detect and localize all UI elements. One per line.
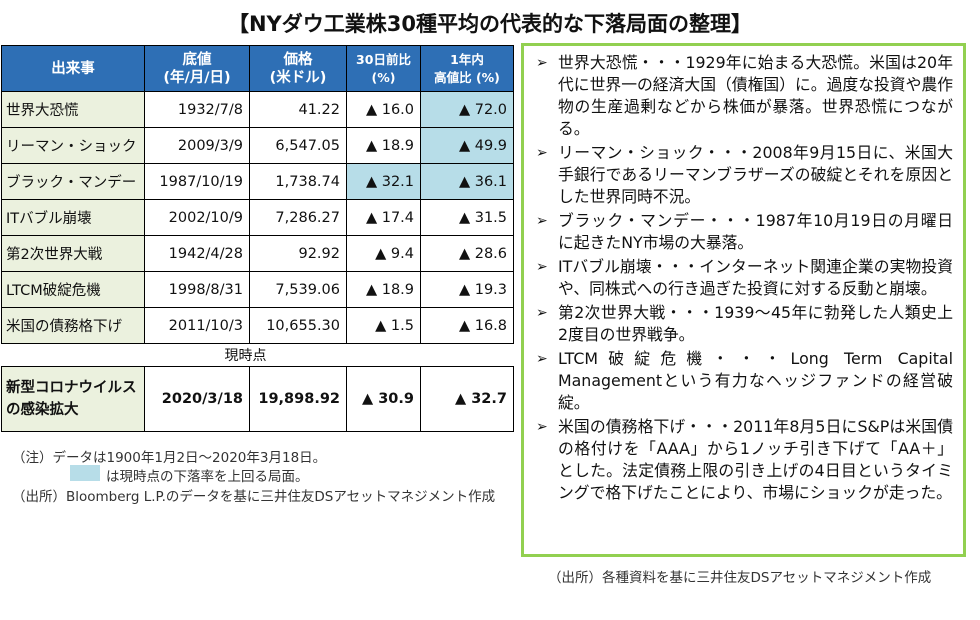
arrow-right-icon: ➢ [536,213,548,229]
list-item: ➢ ブラック・マンデー・・・1987年10月19日の月曜日に起きたNY市場の大暴落… [536,211,953,252]
d30-cell: ▲ 9.4 [346,235,421,272]
decline-table: 出来事 底値 (年/月/日) 価格 (米ドル) 30日前比 (%) 1年内 高値比 (%… [1,45,514,432]
price-cell: 7,286.27 [249,199,347,236]
header-price: 価格 (米ドル) [249,45,347,92]
event-cell: リーマン・ショック [1,127,145,164]
event-cell: LTCM破綻危機 [1,271,145,308]
list-item: ➢ LTCM破綻危機・・・Long Term Capital Management… [536,349,953,412]
event-cell: ブラック・マンデー [1,163,145,200]
note-highlight: は現時点の下落率を上回る局面。 [106,469,309,485]
d30-cell: ▲ 1.5 [346,307,421,344]
current-label: 現時点 [144,343,347,367]
current-row: 新型コロナウイルスの感染拡大 2020/3/18 19,898.92 ▲ 30.… [1,366,514,432]
table-row: 世界大恐慌 1932/7/8 41.22 ▲ 16.0 ▲ 72.0 [1,91,514,128]
list-item: ➢ リーマン・ショック・・・2008年9月15日に、米国大手銀行であるリーマンブラ… [536,143,953,206]
event-cell: 第2次世界大戦 [1,235,145,272]
header-1year: 1年内 高値比 (%) [420,45,514,92]
note-data-range: （注）データは1900年1月2日～2020年3月18日。 [12,450,327,466]
table-header-row: 出来事 底値 (年/月/日) 価格 (米ドル) 30日前比 (%) 1年内 高値比 (%… [1,45,514,92]
header-30day: 30日前比 (%) [346,45,421,92]
header-event: 出来事 [1,45,145,92]
price-cell: 19,898.92 [249,366,347,432]
date-cell: 2009/3/9 [144,127,250,164]
list-item: ➢ 世界大恐慌・・・1929年に始まる大恐慌。米国は20年代に世界一の経済大国（債… [536,53,953,138]
y1-cell: ▲ 72.0 [420,91,514,128]
current-label-row: 現時点 [1,343,514,367]
arrow-right-icon: ➢ [536,351,548,367]
d30-cell: ▲ 18.9 [346,127,421,164]
arrow-right-icon: ➢ [536,305,548,321]
list-item: ➢ ITバブル崩壊・・・インターネット関連企業の実物投資や、同株式への行き過ぎた投… [536,257,953,298]
list-item: ➢ 米国の債務格下げ・・・2011年8月5日にS&Pは米国債の格付けを「AAA」か… [536,417,953,502]
list-item: ➢ 第2次世界大戦・・・1939～45年に勃発した人類史上2度目の世界戦争。 [536,303,953,344]
event-cell: ITバブル崩壊 [1,199,145,236]
table-row: ITバブル崩壊 2002/10/9 7,286.27 ▲ 17.4 ▲ 31.5 [1,199,514,236]
date-cell: 1932/7/8 [144,91,250,128]
table-row: リーマン・ショック 2009/3/9 6,547.05 ▲ 18.9 ▲ 49.… [1,127,514,164]
arrow-right-icon: ➢ [536,259,548,275]
table-row: LTCM破綻危機 1998/8/31 7,539.06 ▲ 18.9 ▲ 19.… [1,271,514,308]
event-cell: 世界大恐慌 [1,91,145,128]
header-date: 底値 (年/月/日) [144,45,250,92]
date-cell: 1987/10/19 [144,163,250,200]
arrow-right-icon: ➢ [536,419,548,435]
page-title: 【NYダウ工業株30種平均の代表的な下落局面の整理】 [227,12,752,36]
y1-cell: ▲ 36.1 [420,163,514,200]
d30-cell: ▲ 18.9 [346,271,421,308]
y1-cell: ▲ 19.3 [420,271,514,308]
date-cell: 1998/8/31 [144,271,250,308]
event-cell: 新型コロナウイルスの感染拡大 [1,366,145,432]
table-row: 第2次世界大戦 1942/4/28 92.92 ▲ 9.4 ▲ 28.6 [1,235,514,272]
d30-cell: ▲ 16.0 [346,91,421,128]
y1-cell: ▲ 28.6 [420,235,514,272]
arrow-right-icon: ➢ [536,145,548,161]
arrow-right-icon: ➢ [536,55,548,71]
date-cell: 2002/10/9 [144,199,250,236]
price-cell: 92.92 [249,235,347,272]
table-row: ブラック・マンデー 1987/10/19 1,738.74 ▲ 32.1 ▲ 3… [1,163,514,200]
d30-cell: ▲ 32.1 [346,163,421,200]
d30-cell: ▲ 17.4 [346,199,421,236]
explanation-panel: ➢ 世界大恐慌・・・1929年に始まる大恐慌。米国は20年代に世界一の経済大国（債… [521,43,966,557]
y1-cell: ▲ 16.8 [420,307,514,344]
d30-cell: ▲ 30.9 [346,366,421,432]
table-row: 米国の債務格下げ 2011/10/3 10,655.30 ▲ 1.5 ▲ 16.… [1,307,514,344]
price-cell: 41.22 [249,91,347,128]
date-cell: 2011/10/3 [144,307,250,344]
price-cell: 6,547.05 [249,127,347,164]
highlight-legend-swatch [70,465,100,481]
price-cell: 1,738.74 [249,163,347,200]
source-left: （出所）Bloomberg L.P.のデータを基に三井住友DSアセットマネジメン… [12,489,496,505]
price-cell: 10,655.30 [249,307,347,344]
price-cell: 7,539.06 [249,271,347,308]
date-cell: 1942/4/28 [144,235,250,272]
event-cell: 米国の債務格下げ [1,307,145,344]
y1-cell: ▲ 32.7 [420,366,514,432]
y1-cell: ▲ 49.9 [420,127,514,164]
y1-cell: ▲ 31.5 [420,199,514,236]
source-right: （出所）各種資料を基に三井住友DSアセットマネジメント作成 [548,570,932,586]
date-cell: 2020/3/18 [144,366,250,432]
